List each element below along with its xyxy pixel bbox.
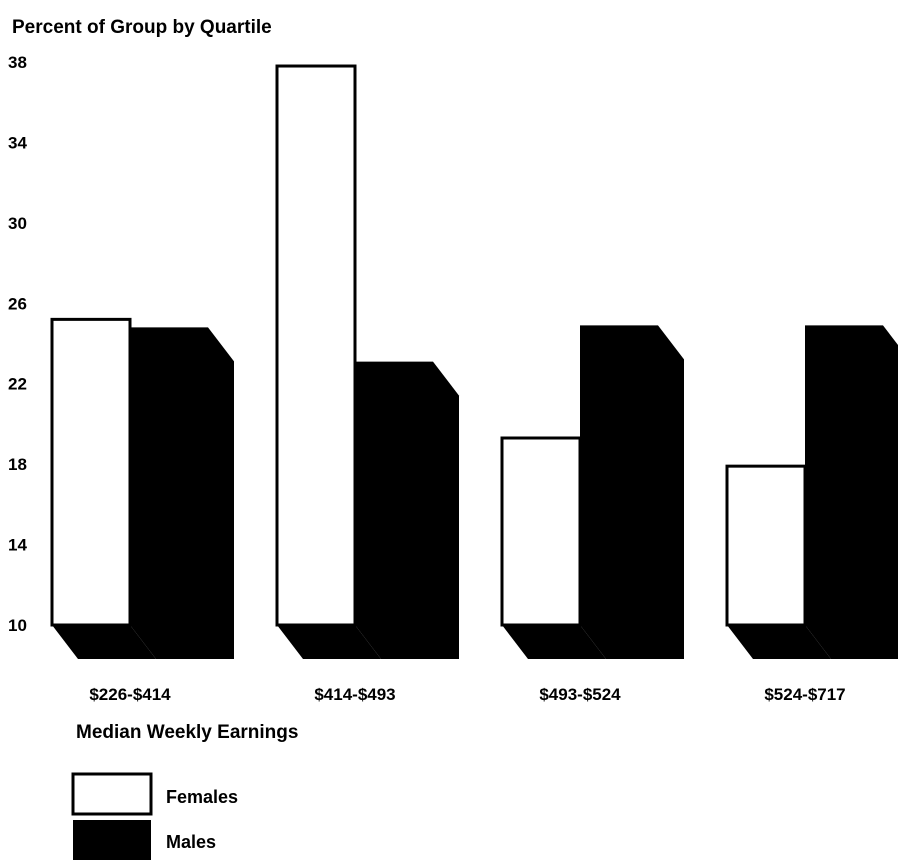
legend-label-females: Females xyxy=(166,787,238,807)
y-tick-label-30: 30 xyxy=(8,214,27,233)
legend: Females Males xyxy=(71,772,238,860)
bar-females-depth-493-524 xyxy=(502,625,606,659)
x-tick-label-414-493: $414-$493 xyxy=(314,685,395,704)
bar-males-226-414 xyxy=(130,327,234,659)
chart-title: Percent of Group by Quartile xyxy=(12,17,272,38)
bar-females-524-717 xyxy=(725,464,807,627)
bar-males-493-524 xyxy=(580,325,684,659)
bar-females-depth-226-414 xyxy=(52,625,156,659)
y-tick-label-14: 14 xyxy=(8,536,27,555)
x-tick-label-493-524: $493-$524 xyxy=(539,685,621,704)
bars-group xyxy=(50,64,898,659)
bar-males-524-717 xyxy=(805,325,898,659)
x-axis-ticks: $226-$414 $414-$493 $493-$524 $524-$717 xyxy=(89,685,845,704)
y-tick-label-22: 22 xyxy=(8,375,27,394)
legend-label-males: Males xyxy=(166,832,216,852)
x-tick-label-524-717: $524-$717 xyxy=(764,685,845,704)
y-tick-label-18: 18 xyxy=(8,455,27,474)
y-tick-label-34: 34 xyxy=(8,133,27,152)
legend-swatch-males xyxy=(73,820,151,860)
y-tick-label-26: 26 xyxy=(8,294,27,313)
y-axis-ticks: 10 14 18 22 26 30 34 38 xyxy=(8,53,27,635)
bar-females-414-493 xyxy=(275,64,357,627)
bar-females-depth-414-493 xyxy=(277,625,381,659)
bar-females-226-414 xyxy=(50,317,132,627)
x-tick-label-226-414: $226-$414 xyxy=(89,685,171,704)
y-tick-label-10: 10 xyxy=(8,616,27,635)
y-tick-label-38: 38 xyxy=(8,53,27,72)
bar-females-493-524 xyxy=(500,436,582,627)
bar-females-depth-524-717 xyxy=(727,625,831,659)
bar-males-414-493 xyxy=(355,361,459,659)
legend-swatch-females xyxy=(71,772,153,816)
x-axis-title: Median Weekly Earnings xyxy=(76,722,298,743)
